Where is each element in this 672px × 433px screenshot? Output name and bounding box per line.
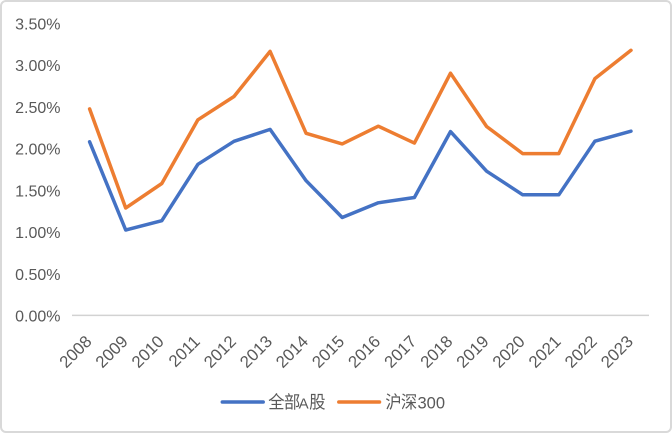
svg-text:300: 300: [418, 394, 446, 412]
svg-text:1.50%: 1.50%: [15, 183, 60, 200]
svg-text:A: A: [299, 395, 309, 412]
svg-text:0.00%: 0.00%: [15, 309, 60, 326]
svg-text:3.50%: 3.50%: [15, 17, 60, 34]
svg-text:2.50%: 2.50%: [15, 100, 60, 117]
svg-text:2.00%: 2.00%: [15, 142, 60, 159]
svg-text:0.50%: 0.50%: [15, 267, 60, 284]
svg-text:1.00%: 1.00%: [15, 225, 60, 242]
svg-text:3.00%: 3.00%: [15, 58, 60, 75]
